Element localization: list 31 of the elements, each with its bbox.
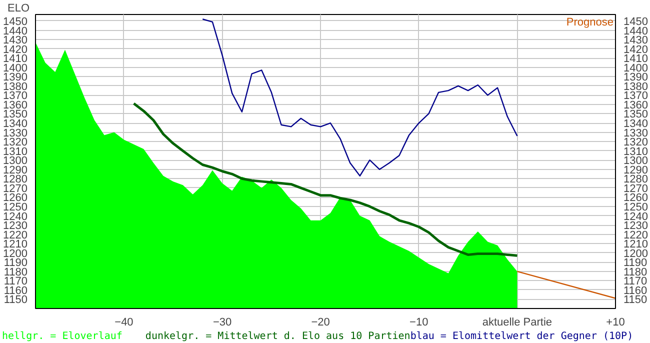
x-tick-label: −30	[212, 316, 232, 328]
y-tick-label: 1380	[3, 80, 28, 93]
y2-tick-label: 1160	[624, 284, 648, 297]
text: blau = Elomittelwert der Gegner (10P)	[410, 331, 634, 342]
y-tick-label: 1150	[4, 294, 28, 306]
y2-tick-label: 1150	[624, 294, 648, 306]
line-series	[132, 102, 518, 257]
text: hellgr. = Eloverlauf	[2, 331, 122, 342]
x-tick-label: −20	[311, 316, 330, 328]
y2-tick-label: 1250	[624, 201, 648, 214]
x-tick-label: aktuelle Partie	[482, 316, 552, 328]
y-tick-label: 1450	[3, 16, 28, 28]
y-tick-label: 1360	[3, 99, 28, 112]
y2-tick-label: 1290	[624, 164, 648, 176]
y-tick-label: 1180	[4, 266, 28, 278]
x-tick-label: −10	[410, 316, 428, 328]
text: Prognose	[566, 16, 614, 28]
y2-tick-label: 1180	[624, 266, 648, 278]
y-axis-title: ELO	[8, 2, 30, 14]
x-tick-label: +10	[606, 316, 625, 328]
y2-tick-label: 1450	[624, 16, 648, 28]
y-tick-label: 1270	[3, 182, 28, 195]
line-series	[202, 18, 518, 176]
y2-tick-label: 1360	[624, 99, 648, 112]
x-tick-label: −40	[114, 316, 134, 328]
y-tick-label: 1160	[4, 284, 28, 297]
y2-tick-label: 1380	[624, 80, 648, 93]
text: dunkelgr. = Mittelwert d. Elo aus 10 Partien	[145, 331, 410, 342]
y2-tick-label: 1270	[624, 182, 648, 195]
y-tick-label: 1290	[3, 164, 28, 176]
y-tick-label: 1250	[3, 201, 28, 214]
